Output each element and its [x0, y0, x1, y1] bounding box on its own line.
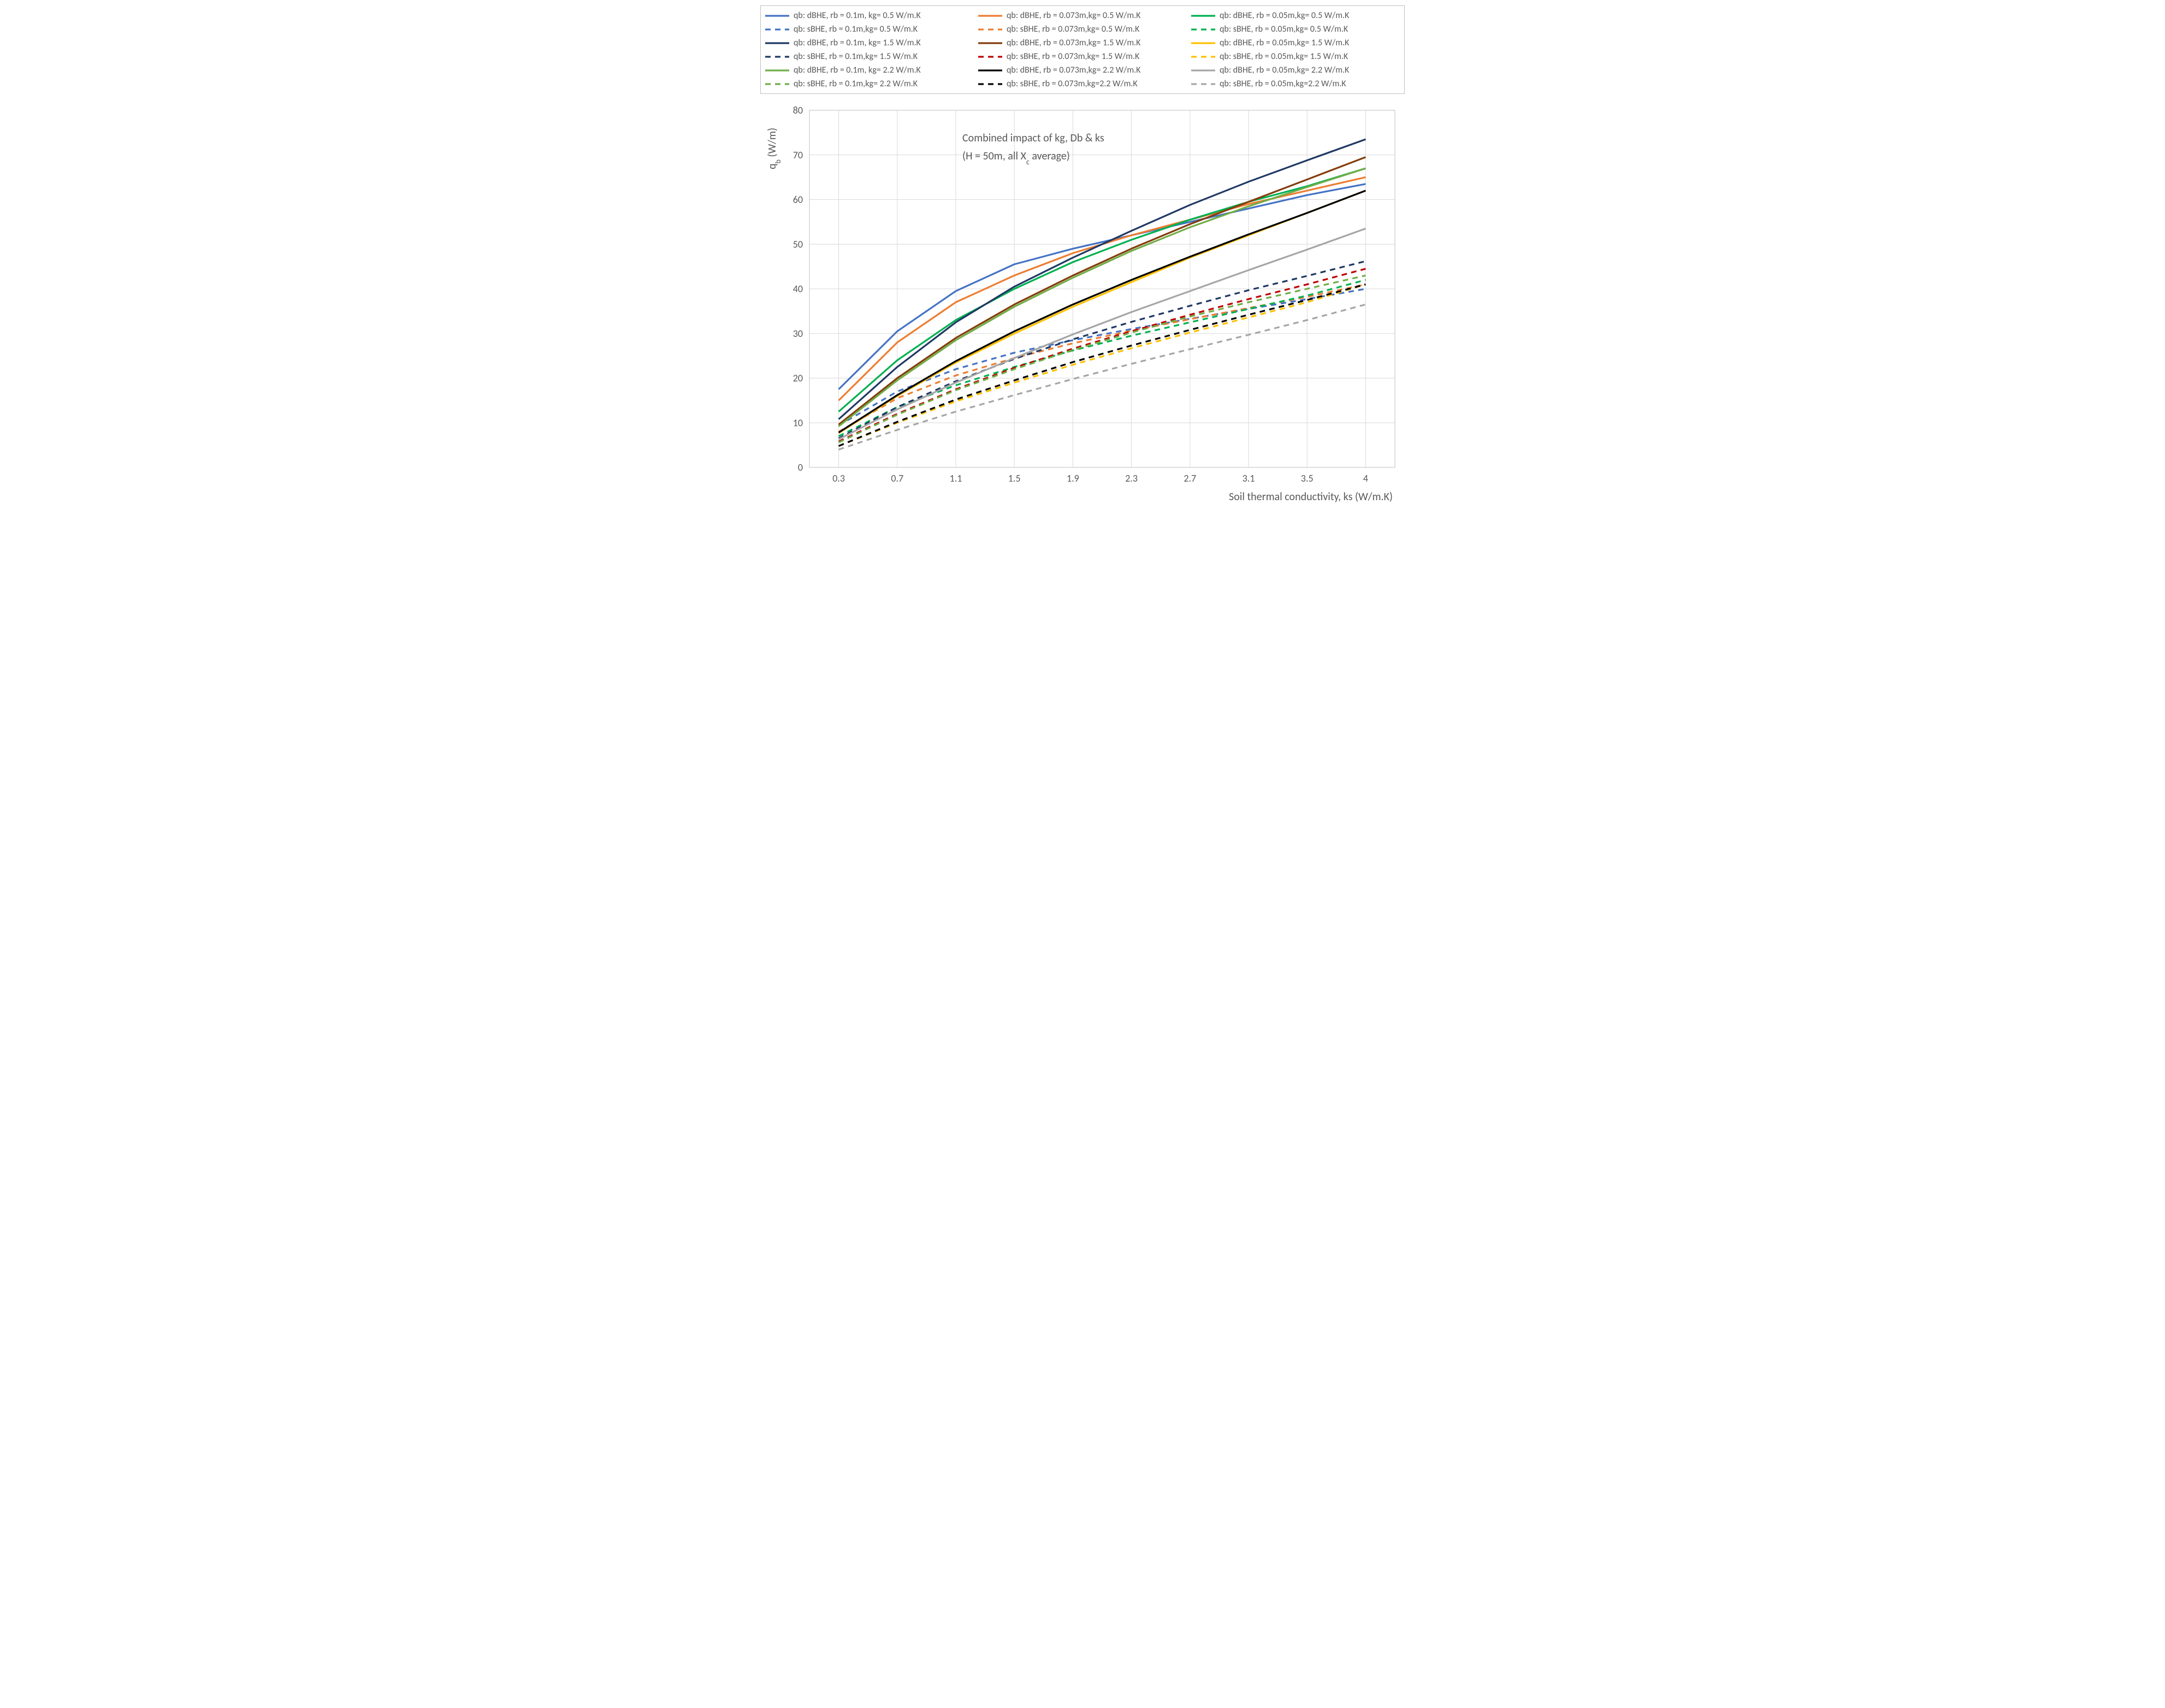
chart-annotation-line1: Combined impact of kg, Db & ks — [962, 132, 1104, 145]
x-tick-label: 1.1 — [950, 472, 962, 484]
x-tick-label: 2.3 — [1125, 472, 1138, 484]
legend-item: qb: sBHE, rb = 0.1m,kg= 2.2 W/m.K — [765, 79, 974, 89]
legend-label: qb: dBHE, rb = 0.05m,kg= 0.5 W/m.K — [1220, 10, 1349, 21]
legend-item: qb: sBHE, rb = 0.073m,kg= 0.5 W/m.K — [978, 24, 1187, 34]
legend-label: qb: sBHE, rb = 0.073m,kg= 0.5 W/m.K — [1007, 24, 1139, 34]
legend-label: qb: sBHE, rb = 0.05m,kg= 0.5 W/m.K — [1220, 24, 1348, 34]
legend-item: qb: sBHE, rb = 0.073m,kg= 1.5 W/m.K — [978, 51, 1187, 62]
x-tick-label: 2.7 — [1184, 472, 1196, 484]
x-tick-label: 4 — [1363, 472, 1368, 484]
legend-item: qb: dBHE, rb = 0.1m, kg= 2.2 W/m.K — [765, 65, 974, 75]
y-tick-label: 80 — [793, 104, 803, 116]
legend-label: qb: sBHE, rb = 0.073m,kg=2.2 W/m.K — [1007, 79, 1138, 89]
legend-item: qb: dBHE, rb = 0.073m,kg= 1.5 W/m.K — [978, 38, 1187, 48]
x-tick-label: 1.9 — [1067, 472, 1079, 484]
legend-label: qb: dBHE, rb = 0.05m,kg= 2.2 W/m.K — [1220, 65, 1349, 75]
legend-label: qb: dBHE, rb = 0.073m,kg= 0.5 W/m.K — [1007, 10, 1140, 21]
legend-item: qb: sBHE, rb = 0.073m,kg=2.2 W/m.K — [978, 79, 1187, 89]
legend-label: qb: dBHE, rb = 0.073m,kg= 2.2 W/m.K — [1007, 65, 1140, 75]
y-tick-label: 30 — [793, 328, 803, 340]
y-tick-label: 70 — [793, 149, 803, 161]
chart-plot-area: 0 10 20 30 40 50 60 70 80 0.3 0.7 1.1 1.5 1.9 2.3 2.7 3.… — [760, 102, 1405, 517]
legend-label: qb: sBHE, rb = 0.073m,kg= 1.5 W/m.K — [1007, 51, 1139, 62]
legend-label: qb: sBHE, rb = 0.05m,kg= 1.5 W/m.K — [1220, 51, 1348, 62]
legend-item: qb: dBHE, rb = 0.05m,kg= 1.5 W/m.K — [1191, 38, 1400, 48]
y-tick-label: 50 — [793, 238, 803, 250]
legend-label: qb: sBHE, rb = 0.1m,kg= 1.5 W/m.K — [794, 51, 918, 62]
legend-label: qb: dBHE, rb = 0.073m,kg= 1.5 W/m.K — [1007, 38, 1140, 48]
chart-svg: 0 10 20 30 40 50 60 70 80 0.3 0.7 1.1 1.5 1.9 2.3 2.7 3.… — [760, 102, 1405, 517]
legend-label: qb: sBHE, rb = 0.1m,kg= 0.5 W/m.K — [794, 24, 918, 34]
legend-label: qb: dBHE, rb = 0.1m, kg= 2.2 W/m.K — [794, 65, 921, 75]
y-tick-label: 10 — [793, 417, 803, 429]
chart-legend: qb: dBHE, rb = 0.1m, kg= 0.5 W/m.K qb: dB… — [760, 5, 1405, 94]
y-tick-label: 20 — [793, 372, 803, 384]
legend-label: qb: sBHE, rb = 0.1m,kg= 2.2 W/m.K — [794, 79, 918, 89]
x-tick-label: 3.5 — [1301, 472, 1314, 484]
legend-item: qb: sBHE, rb = 0.1m,kg= 0.5 W/m.K — [765, 24, 974, 34]
legend-item: qb: sBHE, rb = 0.05m,kg=2.2 W/m.K — [1191, 79, 1400, 89]
legend-item: qb: dBHE, rb = 0.05m,kg= 2.2 W/m.K — [1191, 65, 1400, 75]
legend-item: qb: dBHE, rb = 0.05m,kg= 0.5 W/m.K — [1191, 10, 1400, 21]
x-axis-title: Soil thermal conductivity, ks (W/m.K) — [1229, 490, 1393, 503]
legend-label: qb: dBHE, rb = 0.1m, kg= 1.5 W/m.K — [794, 38, 921, 48]
y-tick-label: 40 — [793, 283, 803, 295]
x-tick-label: 0.3 — [832, 472, 845, 484]
legend-label: qb: sBHE, rb = 0.05m,kg=2.2 W/m.K — [1220, 79, 1346, 89]
legend-label: qb: dBHE, rb = 0.05m,kg= 1.5 W/m.K — [1220, 38, 1349, 48]
x-tick-label: 1.5 — [1008, 472, 1021, 484]
legend-item: qb: sBHE, rb = 0.05m,kg= 0.5 W/m.K — [1191, 24, 1400, 34]
y-tick-label: 60 — [793, 194, 803, 206]
legend-label: qb: dBHE, rb = 0.1m, kg= 0.5 W/m.K — [794, 10, 921, 21]
x-tick-label: 0.7 — [891, 472, 903, 484]
y-tick-label: 0 — [798, 461, 803, 473]
legend-item: qb: dBHE, rb = 0.073m,kg= 2.2 W/m.K — [978, 65, 1187, 75]
plot-background — [760, 102, 1405, 517]
legend-item: qb: dBHE, rb = 0.1m, kg= 1.5 W/m.K — [765, 38, 974, 48]
y-tick-labels: 0 10 20 30 40 50 60 70 80 — [793, 104, 803, 473]
legend-item: qb: dBHE, rb = 0.073m,kg= 0.5 W/m.K — [978, 10, 1187, 21]
chart-container: qb: dBHE, rb = 0.1m, kg= 0.5 W/m.K qb: dB… — [755, 0, 1410, 522]
legend-item: qb: sBHE, rb = 0.05m,kg= 1.5 W/m.K — [1191, 51, 1400, 62]
legend-item: qb: dBHE, rb = 0.1m, kg= 0.5 W/m.K — [765, 10, 974, 21]
x-tick-label: 3.1 — [1243, 472, 1255, 484]
legend-item: qb: sBHE, rb = 0.1m,kg= 1.5 W/m.K — [765, 51, 974, 62]
